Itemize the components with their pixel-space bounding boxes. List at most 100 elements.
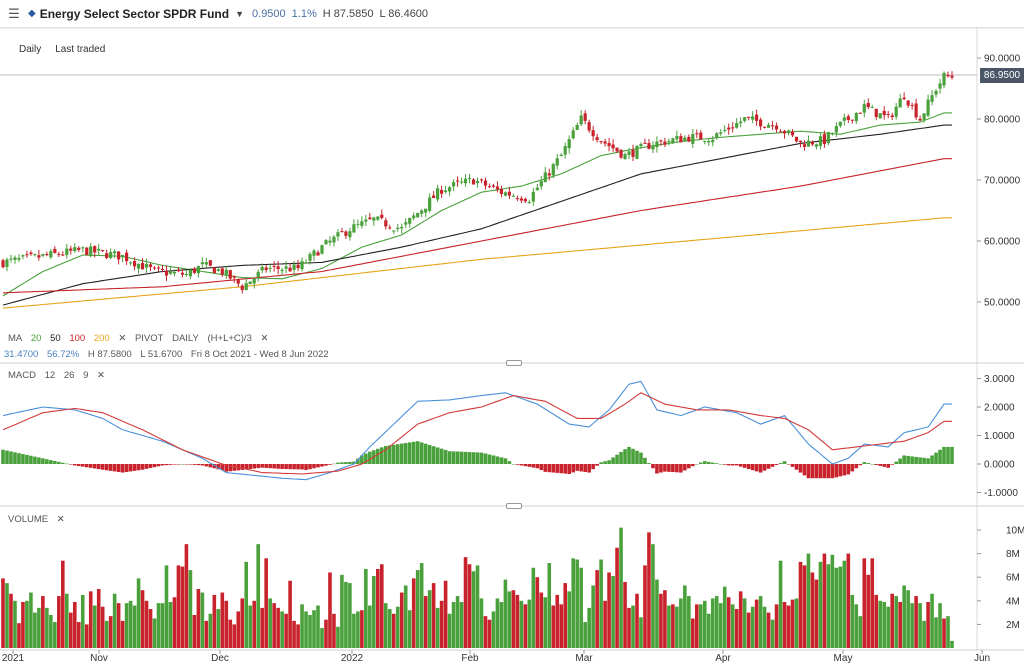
macd-histogram-bar [818,464,823,479]
ma100-label[interactable]: 100 [69,333,86,344]
macd-histogram-bar [68,464,73,465]
macd-label[interactable]: MACD [8,370,36,381]
candle-body [607,142,611,147]
macd-histogram-bar [746,464,751,469]
x-tick-label: 2021 [2,653,25,664]
x-tick-label: Nov [90,653,108,664]
candle-body [256,271,260,278]
volume-bar [718,603,723,648]
volume-bar [300,604,304,648]
volume-bar [41,596,45,648]
candle-body [930,95,934,102]
candle-body [854,112,858,122]
macd-histogram-bar [607,460,611,464]
candle-body [57,253,61,255]
ma50-label[interactable]: 50 [50,333,61,344]
candle-body [5,259,9,268]
candle-body [188,269,193,277]
ma200-label[interactable]: 200 [93,333,110,344]
chevron-down-icon[interactable]: ▼ [235,8,245,19]
volume-bar [252,600,257,648]
candle-body [826,132,830,144]
candle-body [535,187,539,191]
instrument-name[interactable]: Energy Select Sector SPDR Fund [39,6,230,21]
close-volume-icon[interactable]: ✕ [56,514,65,525]
macd-histogram-bar [555,464,560,473]
candle-body [85,247,89,255]
macd-histogram-bar [9,451,13,464]
macd-histogram-bar [100,464,105,470]
volume-bar [643,565,647,648]
volume-bar [882,601,887,648]
candle-body [41,254,45,256]
volume-bar [248,605,253,648]
macd-histogram-bar [380,447,384,464]
macd-histogram-bar [543,464,548,472]
volume-bar [64,593,69,648]
macd-histogram-bar [284,464,288,470]
y-tick-label: 10M [1006,526,1024,537]
pivot-setting[interactable]: DAILY [172,333,199,344]
macd-histogram-bar [483,453,488,464]
macd-histogram-bar [324,464,328,466]
macd-histogram-bar [164,464,169,466]
volume-bar [5,583,9,648]
macd-histogram-bar [148,464,153,468]
volume-bar [683,585,687,648]
candle-body [934,90,938,95]
y-tick-label: 70.0000 [984,176,1021,187]
macd-histogram-bar [714,463,719,464]
ma-label[interactable]: MA [8,333,23,344]
candle-body [838,121,842,126]
macd-histogram-bar [635,450,639,464]
close-pivot-icon[interactable]: ✕ [260,333,269,344]
volume-bar [152,618,157,648]
close-macd-icon[interactable]: ✕ [97,370,105,381]
macd-histogram-bar [639,452,643,464]
volume-bar [702,600,707,648]
volume-bar [870,558,875,648]
macd-histogram-bar [288,464,292,470]
volume-bar [348,583,352,648]
macd-histogram-bar [906,455,910,464]
volume-bar [930,593,934,648]
candle-body [806,140,811,147]
macd-histogram-bar [76,464,81,467]
volume-bar [866,574,871,648]
candle-body [320,245,324,254]
macd-histogram-bar [834,464,839,478]
panel-resize-handle[interactable] [506,360,522,366]
panel-resize-handle[interactable] [506,503,522,509]
volume-bar [439,600,444,648]
macd-histogram-bar [579,464,583,472]
volume-bar [340,574,344,648]
ma20-label[interactable]: 20 [30,333,42,344]
candle-body [117,251,121,260]
volume-bar [886,606,891,648]
macd-histogram-bar [84,464,89,468]
candle-body [164,270,169,276]
macd-histogram-bar [495,456,500,464]
volume-label[interactable]: VOLUME [8,514,49,525]
volume-bar [655,579,659,648]
close-ma-icon[interactable]: ✕ [118,333,127,344]
volume-bar [33,612,37,648]
macd-histogram-bar [874,464,879,465]
candle-body [336,232,340,237]
volume-bar [403,585,408,648]
candle-body [858,112,862,114]
interval-selector[interactable]: Daily [19,44,42,55]
macd-histogram-bar [547,464,552,473]
macd-histogram-bar [96,464,101,470]
volume-bar [639,617,643,648]
candle-body [762,126,767,128]
volume-bar [324,619,328,648]
hamburger-menu-icon[interactable]: ☰ [8,5,20,21]
volume-bar [128,600,133,648]
price-type-selector[interactable]: Last traded [55,44,106,55]
macd-histogram-bar [140,464,145,470]
pivot-label[interactable]: PIVOT [134,333,164,344]
x-tick-label: Jun [974,653,990,664]
candle-body [1,260,5,268]
